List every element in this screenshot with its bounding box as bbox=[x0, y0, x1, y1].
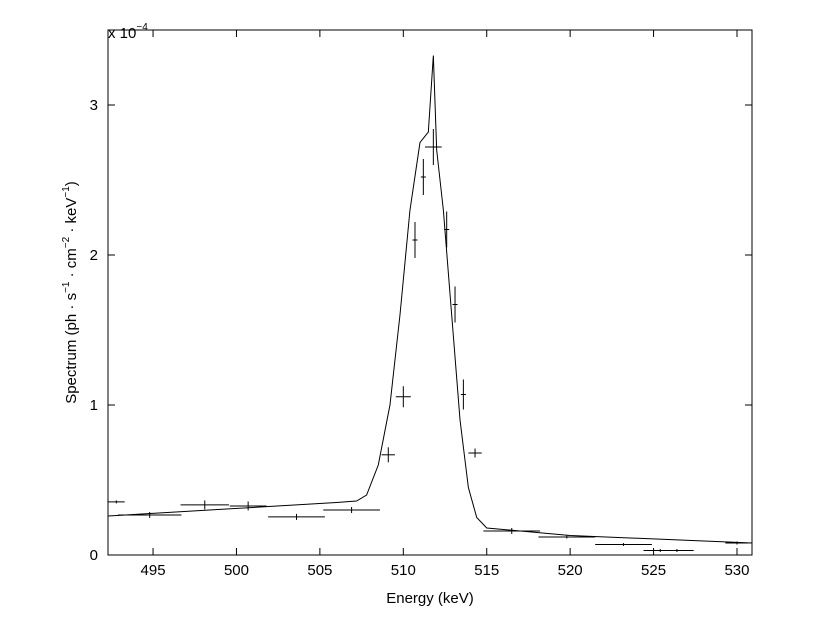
x-tick-label: 510 bbox=[391, 562, 416, 579]
x-tick-label: 520 bbox=[558, 562, 583, 579]
y-multiplier-part: x 10 bbox=[108, 25, 136, 42]
y-axis-label-part: Spectrum (ph · s bbox=[63, 293, 80, 404]
x-tick-label: 505 bbox=[307, 562, 332, 579]
y-axis-label: Spectrum (ph · s−1 · cm−2 · keV−1) bbox=[61, 181, 80, 404]
x-tick-label: 500 bbox=[224, 562, 249, 579]
y-tick-label: 2 bbox=[90, 247, 98, 264]
y-axis-label-part: ) bbox=[63, 181, 80, 186]
y-multiplier: x 10−4 bbox=[108, 22, 148, 42]
x-tick-label: 530 bbox=[724, 562, 749, 579]
x-tick-label: 525 bbox=[641, 562, 666, 579]
y-axis-label-part: · keV bbox=[63, 198, 80, 237]
y-axis-label-part: −2 bbox=[61, 236, 72, 248]
y-axis-label-part: · cm bbox=[63, 248, 80, 281]
y-tick-label: 1 bbox=[90, 397, 98, 414]
model-line bbox=[108, 55, 752, 544]
y-tick-label: 3 bbox=[90, 97, 98, 114]
y-multiplier-part: −4 bbox=[136, 22, 148, 33]
x-tick-label: 515 bbox=[474, 562, 499, 579]
y-axis-label-part: −1 bbox=[61, 281, 72, 293]
plot-frame bbox=[107, 29, 753, 556]
x-tick-label: 495 bbox=[141, 562, 166, 579]
y-axis-label-part: −1 bbox=[61, 186, 72, 198]
x-axis-label: Energy (keV) bbox=[386, 590, 474, 607]
y-tick-label: 0 bbox=[90, 547, 98, 564]
